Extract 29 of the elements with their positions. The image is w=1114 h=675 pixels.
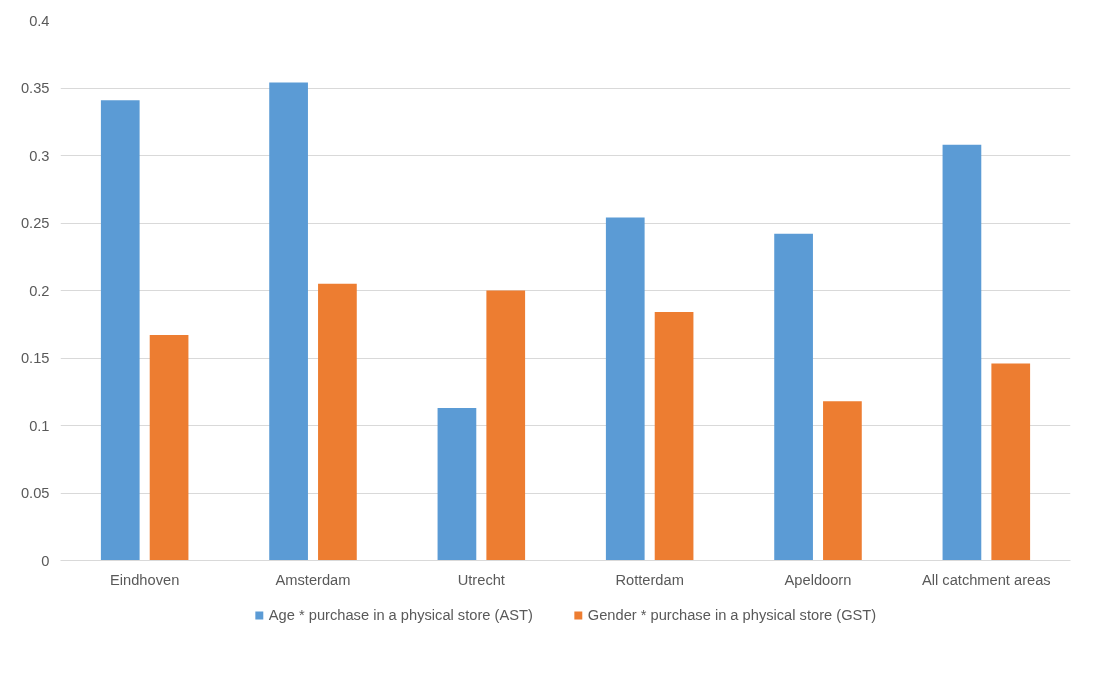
bar: [437, 407, 477, 561]
y-tick-label: 0.25: [20, 215, 50, 231]
x-tick-label: Eindhoven: [110, 571, 180, 588]
y-tick-label: 0.35: [20, 80, 50, 96]
y-tick-label: 0.2: [29, 282, 50, 299]
x-tick-label: All catchment areas: [921, 571, 1051, 588]
y-tick-label: 0.15: [20, 350, 50, 366]
legend-label: Gender * purchase in a physical store (GST): [587, 607, 877, 623]
y-tick-label: 0.4: [29, 12, 50, 29]
y-tick-label: 0.1: [29, 417, 50, 434]
x-tick-label: Rotterdam: [615, 571, 684, 588]
bar: [269, 82, 308, 561]
x-tick-label: Utrecht: [457, 571, 505, 588]
bar: [942, 144, 982, 561]
legend-label: Age * purchase in a physical store (AST): [268, 607, 533, 623]
bar: [318, 283, 357, 561]
y-tick-label: 0.05: [20, 485, 50, 501]
bar: [149, 335, 189, 561]
bar: [100, 100, 140, 561]
bar: [991, 363, 1031, 561]
bar: [823, 401, 862, 561]
y-tick-label: 0: [41, 552, 50, 569]
bar: [654, 312, 694, 561]
y-tick-label: 0.3: [29, 147, 50, 164]
bar: [486, 290, 526, 561]
bar: [605, 217, 645, 561]
x-tick-label: Apeldoorn: [784, 571, 852, 588]
x-tick-label: Amsterdam: [275, 571, 351, 588]
bar: [774, 233, 813, 561]
